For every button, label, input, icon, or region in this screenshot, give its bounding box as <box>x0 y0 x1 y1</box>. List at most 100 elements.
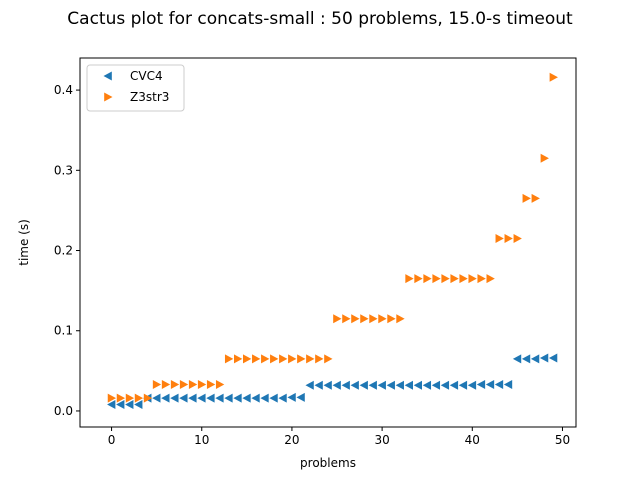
data-point <box>521 354 531 364</box>
data-point <box>468 274 477 284</box>
data-point <box>360 314 369 324</box>
data-point <box>387 314 396 324</box>
data-point <box>296 392 305 402</box>
data-point <box>549 72 558 82</box>
data-point <box>197 379 207 389</box>
x-tick-label: 20 <box>284 433 299 447</box>
y-tick-label: 0.3 <box>54 163 73 177</box>
x-axis-label: problems <box>300 456 356 470</box>
data-point <box>504 233 513 243</box>
data-point <box>161 379 171 389</box>
data-point <box>125 400 134 410</box>
data-point <box>432 274 441 284</box>
data-point <box>522 193 531 203</box>
data-point <box>261 354 270 364</box>
data-point <box>278 393 287 403</box>
data-point <box>324 354 333 364</box>
data-point <box>179 379 189 389</box>
data-point <box>512 354 522 364</box>
data-point <box>279 354 288 364</box>
data-point <box>188 379 198 389</box>
series-cvc4 <box>107 353 558 410</box>
data-point <box>125 393 135 403</box>
data-point <box>485 379 495 389</box>
data-point <box>224 393 233 403</box>
data-point <box>152 379 162 389</box>
data-point <box>477 274 486 284</box>
data-point <box>332 380 341 390</box>
data-point <box>252 354 261 364</box>
data-point <box>441 274 450 284</box>
data-point <box>107 400 116 410</box>
series-z3str3 <box>107 72 558 403</box>
data-point <box>386 380 395 390</box>
x-tick-label: 30 <box>374 433 389 447</box>
data-point <box>269 393 278 403</box>
data-point <box>513 233 522 243</box>
data-point <box>368 380 377 390</box>
data-point <box>539 353 549 363</box>
data-point <box>242 393 251 403</box>
x-tick-label: 10 <box>194 433 209 447</box>
data-point <box>243 354 252 364</box>
x-axis: 0 10 20 30 40 50 <box>108 427 570 447</box>
data-point <box>206 379 216 389</box>
data-point <box>287 392 296 402</box>
data-point <box>134 400 143 410</box>
data-point <box>459 274 468 284</box>
data-point <box>152 393 161 403</box>
data-point <box>314 380 323 390</box>
data-point <box>134 393 144 403</box>
data-point <box>378 314 387 324</box>
data-point <box>395 380 404 390</box>
data-point <box>170 379 180 389</box>
data-point <box>197 393 206 403</box>
legend-label: CVC4 <box>130 69 163 83</box>
data-point <box>233 393 242 403</box>
data-point <box>423 274 432 284</box>
x-tick-label: 40 <box>465 433 480 447</box>
data-point <box>333 314 342 324</box>
data-point <box>369 314 378 324</box>
x-tick-label: 0 <box>108 433 116 447</box>
data-point <box>404 380 413 390</box>
data-point <box>377 380 386 390</box>
x-tick-label: 50 <box>555 433 570 447</box>
data-point <box>224 354 234 364</box>
data-point <box>170 393 179 403</box>
data-point <box>260 393 269 403</box>
data-point <box>288 354 297 364</box>
legend: CVC4 Z3str3 <box>86 64 185 112</box>
data-point <box>495 233 504 243</box>
y-tick-label: 0.0 <box>54 404 73 418</box>
data-point <box>215 393 224 403</box>
data-point <box>458 380 468 390</box>
data-point <box>251 393 260 403</box>
data-point <box>405 274 414 284</box>
data-point <box>422 380 432 390</box>
data-point <box>486 274 495 284</box>
data-point <box>530 354 540 364</box>
y-axis: 0.0 0.1 0.2 0.3 0.4 <box>54 83 80 418</box>
data-point <box>396 314 405 324</box>
data-point <box>342 314 351 324</box>
legend-label: Z3str3 <box>130 90 169 104</box>
data-point <box>440 380 450 390</box>
data-point <box>350 380 359 390</box>
plot-frame <box>79 57 577 428</box>
data-point <box>449 380 459 390</box>
legend-marker <box>104 92 113 102</box>
data-point <box>359 380 368 390</box>
data-point <box>431 380 441 390</box>
data-point <box>413 380 423 390</box>
data-point <box>107 393 117 403</box>
y-tick-label: 0.2 <box>54 244 73 258</box>
data-point <box>306 354 315 364</box>
data-point <box>494 379 504 389</box>
data-point <box>531 193 540 203</box>
data-point <box>540 153 549 163</box>
data-point <box>206 393 215 403</box>
data-point <box>323 380 332 390</box>
data-point <box>450 274 459 284</box>
